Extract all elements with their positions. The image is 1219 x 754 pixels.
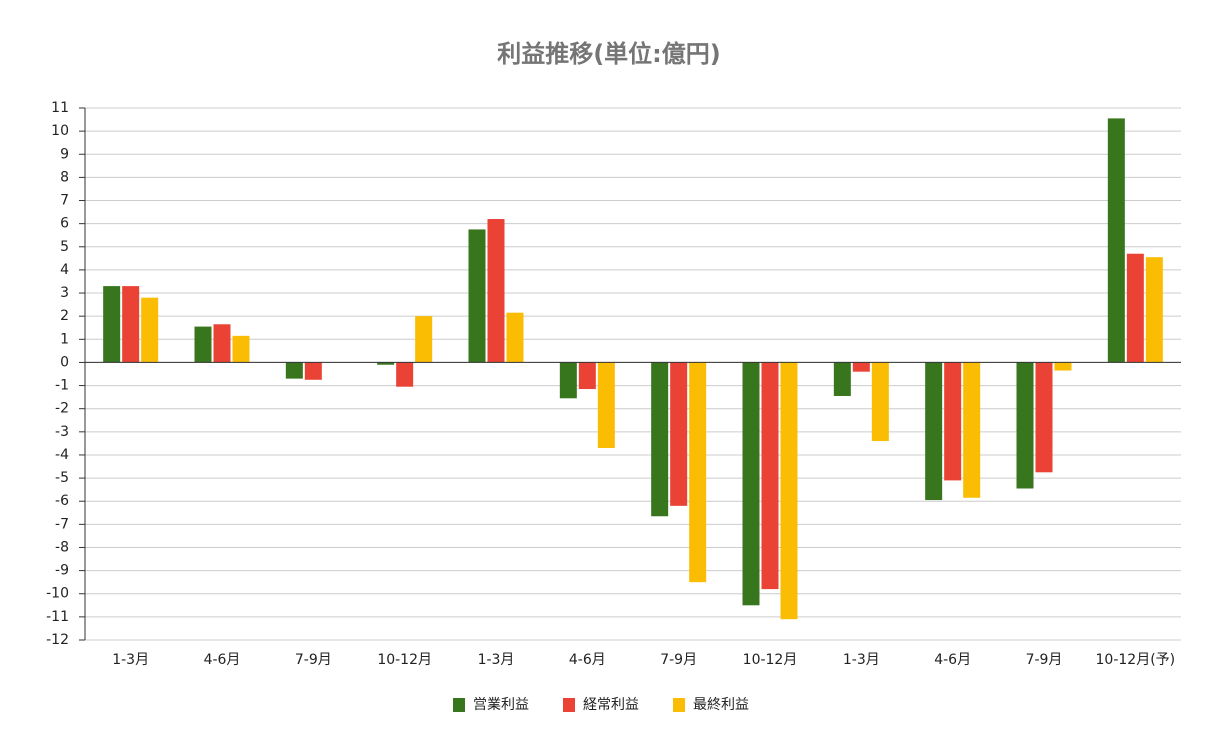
- bar: [487, 219, 505, 363]
- y-tick-label: 6: [60, 216, 69, 232]
- bar: [304, 362, 322, 380]
- x-tick-label: 10-12月: [377, 652, 432, 668]
- x-tick-label: 7-9月: [295, 652, 332, 668]
- bar: [122, 286, 140, 363]
- y-tick-label: -8: [55, 539, 69, 555]
- y-tick-label: -12: [46, 632, 69, 648]
- y-tick-label: 3: [60, 285, 69, 301]
- y-tick-label: 5: [60, 239, 69, 255]
- y-tick-label: -3: [55, 424, 69, 440]
- bar: [559, 362, 577, 399]
- legend-label: 最終利益: [693, 697, 749, 713]
- y-tick-label: -2: [55, 401, 69, 417]
- bar: [944, 362, 962, 481]
- bar: [468, 229, 486, 363]
- y-tick-label: 8: [60, 169, 69, 185]
- bar: [871, 362, 889, 442]
- y-tick-label: 10: [51, 123, 69, 139]
- bar: [506, 312, 524, 363]
- y-tick-label: -4: [55, 447, 69, 463]
- bar: [1126, 253, 1144, 363]
- x-tick-label: 10-12月: [743, 652, 798, 668]
- bar: [103, 286, 121, 363]
- x-tick-label: 10-12月(予): [1096, 652, 1176, 668]
- bar: [742, 362, 760, 606]
- bar: [232, 335, 250, 363]
- chart-title: 利益推移(単位:億円): [497, 40, 721, 68]
- bar: [194, 326, 212, 363]
- x-tick-label: 4-6月: [934, 652, 971, 668]
- x-tick-label: 1-3月: [843, 652, 880, 668]
- bar: [925, 362, 943, 501]
- legend-swatch: [563, 698, 575, 712]
- y-tick-label: -10: [46, 586, 69, 602]
- y-tick-label: -6: [55, 493, 69, 509]
- bar: [1035, 362, 1053, 473]
- bar: [833, 362, 851, 396]
- bar: [396, 362, 414, 387]
- y-tick-label: -7: [55, 516, 69, 532]
- bar: [141, 297, 159, 363]
- bar: [1016, 362, 1034, 489]
- bar: [689, 362, 707, 583]
- y-tick-label: -5: [55, 470, 69, 486]
- y-tick-label: 11: [51, 100, 69, 116]
- x-tick-label: 4-6月: [569, 652, 606, 668]
- bar: [852, 362, 870, 372]
- bar: [670, 362, 688, 506]
- bar: [963, 362, 981, 498]
- bar: [651, 362, 669, 517]
- x-tick-label: 1-3月: [478, 652, 515, 668]
- y-tick-label: 0: [60, 354, 69, 370]
- bar: [213, 324, 231, 363]
- bar: [1145, 257, 1163, 363]
- legend-swatch: [453, 698, 465, 712]
- bar: [1107, 118, 1125, 363]
- x-tick-label: 4-6月: [204, 652, 241, 668]
- y-tick-label: -9: [55, 563, 69, 579]
- bar: [285, 362, 303, 379]
- bar: [1054, 362, 1072, 371]
- x-tick-label: 7-9月: [1026, 652, 1063, 668]
- x-tick-label: 1-3月: [112, 652, 149, 668]
- y-tick-label: 2: [60, 308, 69, 324]
- y-tick-label: -11: [46, 609, 69, 625]
- bar: [780, 362, 798, 620]
- legend-swatch: [673, 698, 685, 712]
- y-tick-label: 7: [60, 193, 69, 209]
- y-tick-label: 1: [60, 331, 69, 347]
- y-tick-label: 4: [60, 262, 69, 278]
- legend-label: 経常利益: [583, 697, 639, 713]
- bar: [578, 362, 596, 390]
- bar: [415, 316, 433, 363]
- legend-label: 営業利益: [473, 697, 529, 713]
- y-tick-label: 9: [60, 146, 69, 162]
- y-tick-label: -1: [55, 378, 69, 394]
- bar: [761, 362, 779, 590]
- bar: [377, 362, 395, 365]
- bar: [597, 362, 615, 449]
- x-tick-label: 7-9月: [660, 652, 697, 668]
